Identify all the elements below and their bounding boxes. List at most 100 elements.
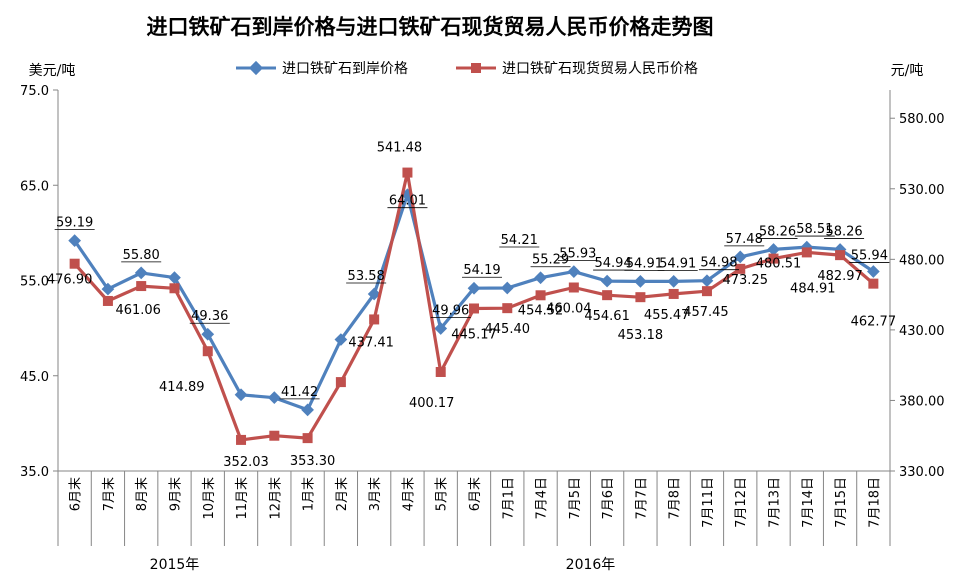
data-label-series-1: 58.26 <box>825 224 862 239</box>
category-label: 10月末 <box>202 477 217 520</box>
category-label: 7月18日 <box>867 477 882 528</box>
data-labels: 59.19 55.80 49.36 41.42 53.58 64.01 49.96 54.19… <box>47 141 896 470</box>
right-tick-label: 330.00 <box>899 465 945 480</box>
series-2-point <box>735 263 746 274</box>
data-label-series-2: 455.47 <box>644 308 690 323</box>
data-label-series-1: 54.91 <box>626 256 663 271</box>
series-2-point <box>369 314 380 325</box>
series-2-point <box>402 167 413 178</box>
series-line-1 <box>73 193 875 412</box>
data-label-series-1: 54.21 <box>501 233 538 248</box>
data-label-series-1: 41.42 <box>281 385 318 400</box>
category-label: 1月末 <box>302 477 317 511</box>
series-2-point <box>535 290 546 301</box>
left-tick-label: 65.0 <box>20 179 49 194</box>
series-1-point <box>68 234 82 247</box>
left-tick-label: 35.0 <box>20 465 49 480</box>
data-label-series-2: 460.04 <box>546 301 592 316</box>
series-2-point <box>701 286 712 297</box>
axes: 35.0 45.0 55.0 65.0 75.0 330.00 380.00 430.00 48… <box>20 84 944 573</box>
series-2-point <box>835 250 846 261</box>
data-label-series-2: 484.91 <box>790 281 836 296</box>
series-lines <box>68 167 880 445</box>
series-1-point <box>567 265 581 279</box>
legend-label-series-1: 进口铁矿石到岸价格 <box>282 61 408 77</box>
category-label: 7月7日 <box>634 477 649 520</box>
series-2-point <box>668 288 679 299</box>
right-tick-label: 530.00 <box>899 183 945 198</box>
series-1-point <box>334 333 348 346</box>
data-label-series-1: 54.98 <box>700 256 737 271</box>
category-label: 7月4日 <box>535 477 550 520</box>
data-label-series-1: 55.94 <box>851 249 888 264</box>
category-label: 7月15日 <box>834 477 849 528</box>
series-1-point <box>367 287 381 301</box>
left-tick-label: 45.0 <box>20 370 49 385</box>
data-label-series-2: 400.17 <box>409 396 455 411</box>
category-label: 4月末 <box>401 477 416 511</box>
data-label-series-2: 454.52 <box>518 303 564 318</box>
right-axis-unit: 元/吨 <box>891 63 924 79</box>
series-2-point <box>102 295 113 306</box>
category-label: 3月末 <box>368 477 383 511</box>
series-1-point <box>134 266 148 280</box>
category-label: 8月末 <box>135 477 150 511</box>
series-1-point <box>534 271 547 285</box>
year-group-label: 2016年 <box>566 557 616 573</box>
series-1-point <box>267 391 281 405</box>
series-1-point <box>301 403 314 417</box>
data-label-series-1: 54.94 <box>595 256 632 271</box>
legend-marker-series-1 <box>248 60 264 76</box>
data-label-series-1: 49.36 <box>191 309 228 324</box>
category-label: 7月5日 <box>568 477 583 520</box>
data-label-series-2: 453.18 <box>618 328 664 343</box>
data-label-series-2: 462.77 <box>851 315 897 330</box>
year-group-label: 2015年 <box>150 557 200 573</box>
series-2-point <box>335 377 346 388</box>
series-1-point <box>667 274 681 288</box>
data-label-series-1: 58.26 <box>759 224 796 239</box>
series-1-point <box>500 281 514 295</box>
data-label-series-2: 445.40 <box>485 322 531 337</box>
category-label: 9月末 <box>168 477 183 511</box>
data-label-series-2: 541.48 <box>377 141 423 156</box>
legend-label-series-2: 进口铁矿石现货贸易人民币价格 <box>502 60 698 77</box>
series-2-point <box>136 281 147 292</box>
data-label-series-1: 57.48 <box>726 232 763 247</box>
legend-marker-series-2 <box>471 63 481 73</box>
category-label: 7月11日 <box>701 477 716 528</box>
category-label: 2月末 <box>335 477 350 511</box>
series-2-point <box>768 253 779 264</box>
category-label: 11月末 <box>235 477 250 520</box>
data-label-series-2: 473.25 <box>722 273 768 288</box>
series-2-point <box>435 366 446 377</box>
left-axis-unit: 美元/吨 <box>29 63 76 79</box>
left-tick-label: 75.0 <box>20 84 49 99</box>
series-2-point <box>801 247 812 258</box>
data-label-series-2: 414.89 <box>159 380 205 395</box>
data-label-series-1: 59.19 <box>56 216 93 231</box>
data-label-series-1: 55.93 <box>559 247 596 262</box>
category-label: 7月8日 <box>668 477 683 520</box>
category-label: 7月13日 <box>768 477 783 528</box>
data-label-series-1: 54.19 <box>463 263 500 278</box>
data-label-series-2: 480.51 <box>756 257 802 272</box>
right-tick-label: 480.00 <box>899 253 945 268</box>
data-label-series-1: 54.91 <box>659 256 696 271</box>
series-1-point <box>168 271 181 285</box>
series-2-point <box>502 303 513 314</box>
data-label-series-2: 352.03 <box>223 455 269 470</box>
series-2-point <box>302 433 313 444</box>
series-2-point <box>69 258 80 269</box>
data-label-series-1: 53.58 <box>348 269 385 284</box>
series-1-point <box>201 327 215 341</box>
category-label: 7月12日 <box>734 477 749 528</box>
series-1-point <box>101 282 115 296</box>
series-2-point <box>635 292 646 303</box>
right-tick-label: 430.00 <box>899 324 945 339</box>
category-label: 7月14日 <box>801 477 816 528</box>
category-label: 6月末 <box>69 477 84 511</box>
category-label: 7月1日 <box>501 477 516 520</box>
data-label-series-1: 58.51 <box>796 222 833 237</box>
